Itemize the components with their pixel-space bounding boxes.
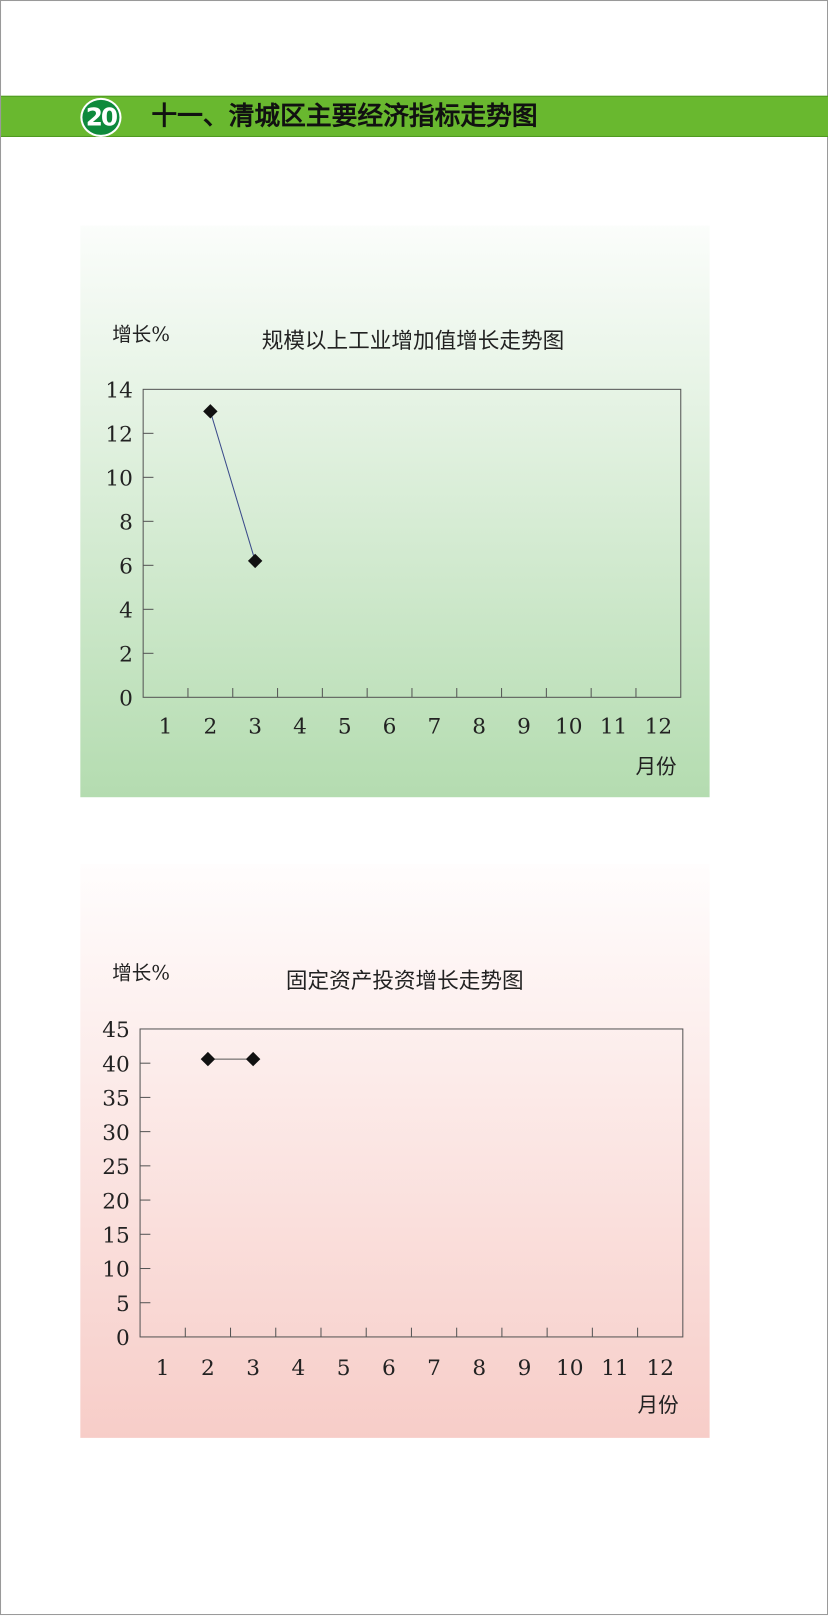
plot-frame (142, 388, 682, 698)
x-tick-label: 2 (201, 1356, 215, 1381)
x-tick-label: 4 (291, 1356, 305, 1381)
y-tick-label: 5 (116, 1292, 130, 1317)
y-tick-label: 2 (119, 643, 133, 668)
x-tick-label: 7 (427, 1356, 441, 1381)
x-tick-label: 1 (159, 714, 173, 739)
x-tick-label: 5 (337, 1356, 351, 1381)
y-tick-label: 0 (116, 1326, 130, 1351)
plot-frame (139, 1028, 684, 1338)
y-tick-label: 40 (102, 1052, 129, 1077)
chart-title: 固定资产投资增长走势图 (286, 969, 524, 994)
x-tick-label: 12 (646, 1356, 673, 1381)
y-tick-label: 10 (102, 1258, 129, 1283)
y-tick-label: 4 (119, 599, 133, 624)
x-tick-label: 1 (156, 1356, 170, 1381)
chart-panel-investment (80, 864, 710, 1438)
x-tick-label: 9 (517, 714, 531, 739)
y-tick-label: 35 (102, 1087, 129, 1112)
x-tick-label: 10 (555, 714, 582, 739)
y-tick-label: 10 (105, 467, 132, 492)
y-tick-label: 6 (119, 555, 133, 580)
x-tick-label: 2 (203, 714, 217, 739)
x-tick-label: 11 (601, 1356, 628, 1381)
x-tick-label: 3 (246, 1356, 260, 1381)
x-tick-label: 9 (518, 1356, 532, 1381)
data-point-marker (247, 553, 263, 569)
x-axis-label: 月份 (638, 1393, 679, 1417)
page-number-badge: 20 (80, 97, 122, 137)
y-tick-label: 12 (105, 423, 132, 448)
y-tick-label: 15 (102, 1224, 129, 1249)
x-tick-label: 8 (472, 1356, 486, 1381)
x-tick-label: 5 (338, 714, 352, 739)
x-tick-label: 11 (600, 714, 627, 739)
x-tick-label: 3 (248, 714, 262, 739)
chart-title: 规模以上工业增加值增长走势图 (262, 329, 565, 354)
y-axis-label: 增长% (112, 323, 170, 346)
series-line (209, 411, 256, 562)
data-point-marker (245, 1051, 261, 1067)
y-tick-label: 14 (105, 379, 132, 404)
x-tick-label: 6 (383, 714, 397, 739)
y-tick-label: 25 (102, 1155, 129, 1180)
x-tick-label: 8 (472, 714, 486, 739)
y-axis-label: 增长% (112, 962, 170, 985)
chart-panel-industrial (80, 225, 710, 798)
y-tick-label: 0 (119, 687, 133, 712)
data-point-marker (203, 404, 218, 419)
y-tick-label: 20 (102, 1189, 129, 1214)
data-point-marker (200, 1051, 216, 1067)
x-tick-label: 7 (427, 714, 441, 739)
x-tick-label: 10 (556, 1356, 583, 1381)
page-title: 十一、清城区主要经济指标走势图 (151, 100, 538, 131)
x-tick-label: 4 (293, 714, 307, 739)
x-tick-label: 12 (645, 714, 672, 739)
x-axis-label: 月份 (635, 755, 676, 779)
x-tick-label: 6 (382, 1356, 396, 1381)
y-tick-label: 8 (119, 511, 133, 536)
y-tick-label: 45 (102, 1018, 129, 1043)
header-bar (1, 95, 828, 137)
y-tick-label: 30 (102, 1121, 129, 1146)
